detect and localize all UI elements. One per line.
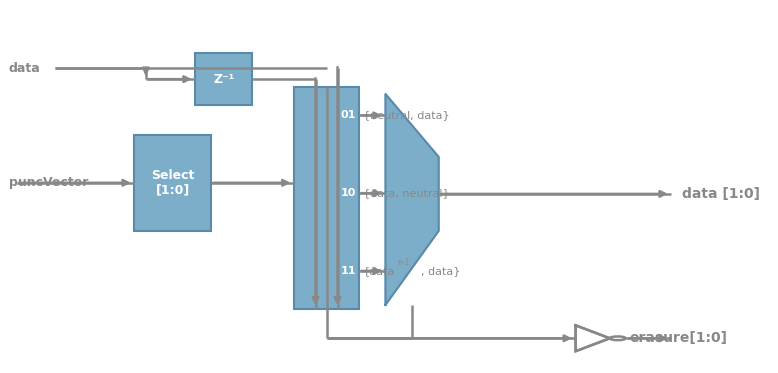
Text: erasure[1:0]: erasure[1:0] (629, 331, 727, 345)
Text: {data: {data (363, 266, 395, 276)
Text: n-1: n-1 (398, 258, 410, 267)
Text: , data}: , data} (421, 266, 461, 276)
Text: Z⁻¹: Z⁻¹ (213, 73, 234, 86)
Text: 01: 01 (341, 110, 356, 120)
Text: {neutral, data}: {neutral, data} (363, 110, 449, 120)
Text: 10: 10 (341, 188, 356, 198)
FancyBboxPatch shape (195, 53, 252, 105)
Text: data: data (9, 62, 40, 75)
Polygon shape (385, 94, 439, 305)
FancyBboxPatch shape (294, 87, 359, 309)
Text: {data, neutral}: {data, neutral} (363, 188, 449, 198)
FancyBboxPatch shape (135, 135, 211, 231)
Text: data [1:0]: data [1:0] (682, 187, 760, 201)
Text: Select
[1:0]: Select [1:0] (151, 169, 194, 197)
Text: 11: 11 (340, 266, 356, 276)
Text: puncVector: puncVector (9, 176, 89, 189)
